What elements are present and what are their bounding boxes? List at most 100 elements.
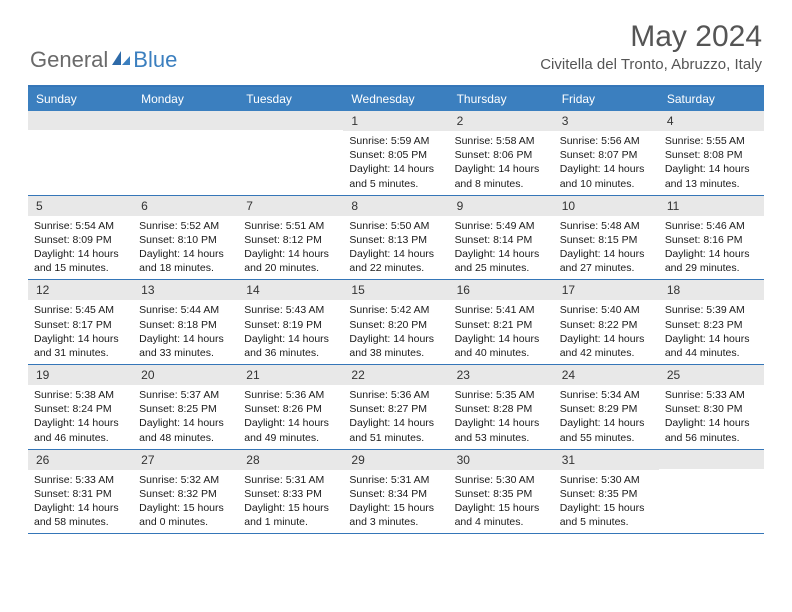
calendar-cell: 25Sunrise: 5:33 AMSunset: 8:30 PMDayligh… xyxy=(659,365,764,449)
calendar-cell: 29Sunrise: 5:31 AMSunset: 8:34 PMDayligh… xyxy=(343,450,448,534)
sunrise-text: Sunrise: 5:38 AM xyxy=(34,388,127,402)
calendar-cell: 5Sunrise: 5:54 AMSunset: 8:09 PMDaylight… xyxy=(28,196,133,280)
cell-body: Sunrise: 5:31 AMSunset: 8:34 PMDaylight:… xyxy=(343,470,448,534)
sunrise-text: Sunrise: 5:54 AM xyxy=(34,219,127,233)
calendar-cell xyxy=(238,111,343,195)
daylight-text: Daylight: 15 hours and 5 minutes. xyxy=(560,501,653,529)
cell-body: Sunrise: 5:49 AMSunset: 8:14 PMDaylight:… xyxy=(449,216,554,280)
cell-body: Sunrise: 5:40 AMSunset: 8:22 PMDaylight:… xyxy=(554,300,659,364)
calendar-cell: 15Sunrise: 5:42 AMSunset: 8:20 PMDayligh… xyxy=(343,280,448,364)
sunrise-text: Sunrise: 5:56 AM xyxy=(560,134,653,148)
cell-body: Sunrise: 5:39 AMSunset: 8:23 PMDaylight:… xyxy=(659,300,764,364)
daylight-text: Daylight: 14 hours and 27 minutes. xyxy=(560,247,653,275)
daylight-text: Daylight: 14 hours and 29 minutes. xyxy=(665,247,758,275)
sunset-text: Sunset: 8:05 PM xyxy=(349,148,442,162)
calendar-cell: 20Sunrise: 5:37 AMSunset: 8:25 PMDayligh… xyxy=(133,365,238,449)
sunset-text: Sunset: 8:33 PM xyxy=(244,487,337,501)
calendar-cell: 2Sunrise: 5:58 AMSunset: 8:06 PMDaylight… xyxy=(449,111,554,195)
daylight-text: Daylight: 14 hours and 42 minutes. xyxy=(560,332,653,360)
daylight-text: Daylight: 14 hours and 15 minutes. xyxy=(34,247,127,275)
sunrise-text: Sunrise: 5:31 AM xyxy=(349,473,442,487)
day-number: 4 xyxy=(659,111,764,131)
day-number: 23 xyxy=(449,365,554,385)
sunrise-text: Sunrise: 5:30 AM xyxy=(560,473,653,487)
weekday-header: Saturday xyxy=(659,87,764,111)
logo: General Blue xyxy=(30,47,177,73)
cell-body: Sunrise: 5:30 AMSunset: 8:35 PMDaylight:… xyxy=(554,470,659,534)
sunrise-text: Sunrise: 5:49 AM xyxy=(455,219,548,233)
sunset-text: Sunset: 8:30 PM xyxy=(665,402,758,416)
calendar-cell: 28Sunrise: 5:31 AMSunset: 8:33 PMDayligh… xyxy=(238,450,343,534)
day-number: 30 xyxy=(449,450,554,470)
weekday-header: Wednesday xyxy=(343,87,448,111)
day-number: 12 xyxy=(28,280,133,300)
weekday-header-row: Sunday Monday Tuesday Wednesday Thursday… xyxy=(28,87,764,111)
sunrise-text: Sunrise: 5:44 AM xyxy=(139,303,232,317)
day-number: 5 xyxy=(28,196,133,216)
cell-body: Sunrise: 5:35 AMSunset: 8:28 PMDaylight:… xyxy=(449,385,554,449)
daylight-text: Daylight: 14 hours and 56 minutes. xyxy=(665,416,758,444)
cell-body: Sunrise: 5:51 AMSunset: 8:12 PMDaylight:… xyxy=(238,216,343,280)
calendar-week: 1Sunrise: 5:59 AMSunset: 8:05 PMDaylight… xyxy=(28,111,764,196)
sunset-text: Sunset: 8:07 PM xyxy=(560,148,653,162)
cell-body: Sunrise: 5:46 AMSunset: 8:16 PMDaylight:… xyxy=(659,216,764,280)
sunset-text: Sunset: 8:23 PM xyxy=(665,318,758,332)
day-number: 20 xyxy=(133,365,238,385)
daylight-text: Daylight: 14 hours and 55 minutes. xyxy=(560,416,653,444)
daylight-text: Daylight: 14 hours and 48 minutes. xyxy=(139,416,232,444)
sunrise-text: Sunrise: 5:43 AM xyxy=(244,303,337,317)
daylight-text: Daylight: 14 hours and 22 minutes. xyxy=(349,247,442,275)
month-title: May 2024 xyxy=(540,20,762,54)
daylight-text: Daylight: 14 hours and 44 minutes. xyxy=(665,332,758,360)
cell-body: Sunrise: 5:58 AMSunset: 8:06 PMDaylight:… xyxy=(449,131,554,195)
sunrise-text: Sunrise: 5:50 AM xyxy=(349,219,442,233)
day-number: 13 xyxy=(133,280,238,300)
sunset-text: Sunset: 8:24 PM xyxy=(34,402,127,416)
calendar-week: 12Sunrise: 5:45 AMSunset: 8:17 PMDayligh… xyxy=(28,280,764,365)
day-number xyxy=(238,111,343,130)
sunset-text: Sunset: 8:17 PM xyxy=(34,318,127,332)
calendar-cell: 11Sunrise: 5:46 AMSunset: 8:16 PMDayligh… xyxy=(659,196,764,280)
cell-body: Sunrise: 5:37 AMSunset: 8:25 PMDaylight:… xyxy=(133,385,238,449)
calendar-cell: 1Sunrise: 5:59 AMSunset: 8:05 PMDaylight… xyxy=(343,111,448,195)
calendar-cell: 16Sunrise: 5:41 AMSunset: 8:21 PMDayligh… xyxy=(449,280,554,364)
day-number: 17 xyxy=(554,280,659,300)
sunset-text: Sunset: 8:31 PM xyxy=(34,487,127,501)
daylight-text: Daylight: 14 hours and 53 minutes. xyxy=(455,416,548,444)
cell-body: Sunrise: 5:45 AMSunset: 8:17 PMDaylight:… xyxy=(28,300,133,364)
sunset-text: Sunset: 8:20 PM xyxy=(349,318,442,332)
daylight-text: Daylight: 14 hours and 49 minutes. xyxy=(244,416,337,444)
sunset-text: Sunset: 8:06 PM xyxy=(455,148,548,162)
weekday-header: Thursday xyxy=(449,87,554,111)
sunrise-text: Sunrise: 5:55 AM xyxy=(665,134,758,148)
calendar-cell xyxy=(659,450,764,534)
sunset-text: Sunset: 8:15 PM xyxy=(560,233,653,247)
sunrise-text: Sunrise: 5:39 AM xyxy=(665,303,758,317)
cell-body: Sunrise: 5:59 AMSunset: 8:05 PMDaylight:… xyxy=(343,131,448,195)
sunrise-text: Sunrise: 5:40 AM xyxy=(560,303,653,317)
cell-body: Sunrise: 5:34 AMSunset: 8:29 PMDaylight:… xyxy=(554,385,659,449)
day-number xyxy=(659,450,764,469)
sunrise-text: Sunrise: 5:48 AM xyxy=(560,219,653,233)
sunrise-text: Sunrise: 5:45 AM xyxy=(34,303,127,317)
sunset-text: Sunset: 8:35 PM xyxy=(560,487,653,501)
daylight-text: Daylight: 15 hours and 0 minutes. xyxy=(139,501,232,529)
cell-body: Sunrise: 5:30 AMSunset: 8:35 PMDaylight:… xyxy=(449,470,554,534)
day-number: 10 xyxy=(554,196,659,216)
cell-body: Sunrise: 5:48 AMSunset: 8:15 PMDaylight:… xyxy=(554,216,659,280)
sunset-text: Sunset: 8:22 PM xyxy=(560,318,653,332)
day-number: 7 xyxy=(238,196,343,216)
sunrise-text: Sunrise: 5:58 AM xyxy=(455,134,548,148)
day-number: 31 xyxy=(554,450,659,470)
calendar-cell: 22Sunrise: 5:36 AMSunset: 8:27 PMDayligh… xyxy=(343,365,448,449)
cell-body: Sunrise: 5:56 AMSunset: 8:07 PMDaylight:… xyxy=(554,131,659,195)
day-number: 24 xyxy=(554,365,659,385)
calendar-cell: 12Sunrise: 5:45 AMSunset: 8:17 PMDayligh… xyxy=(28,280,133,364)
sunrise-text: Sunrise: 5:36 AM xyxy=(244,388,337,402)
weekday-header: Friday xyxy=(554,87,659,111)
sunrise-text: Sunrise: 5:37 AM xyxy=(139,388,232,402)
cell-body: Sunrise: 5:33 AMSunset: 8:31 PMDaylight:… xyxy=(28,470,133,534)
day-number: 22 xyxy=(343,365,448,385)
day-number: 28 xyxy=(238,450,343,470)
sunset-text: Sunset: 8:18 PM xyxy=(139,318,232,332)
